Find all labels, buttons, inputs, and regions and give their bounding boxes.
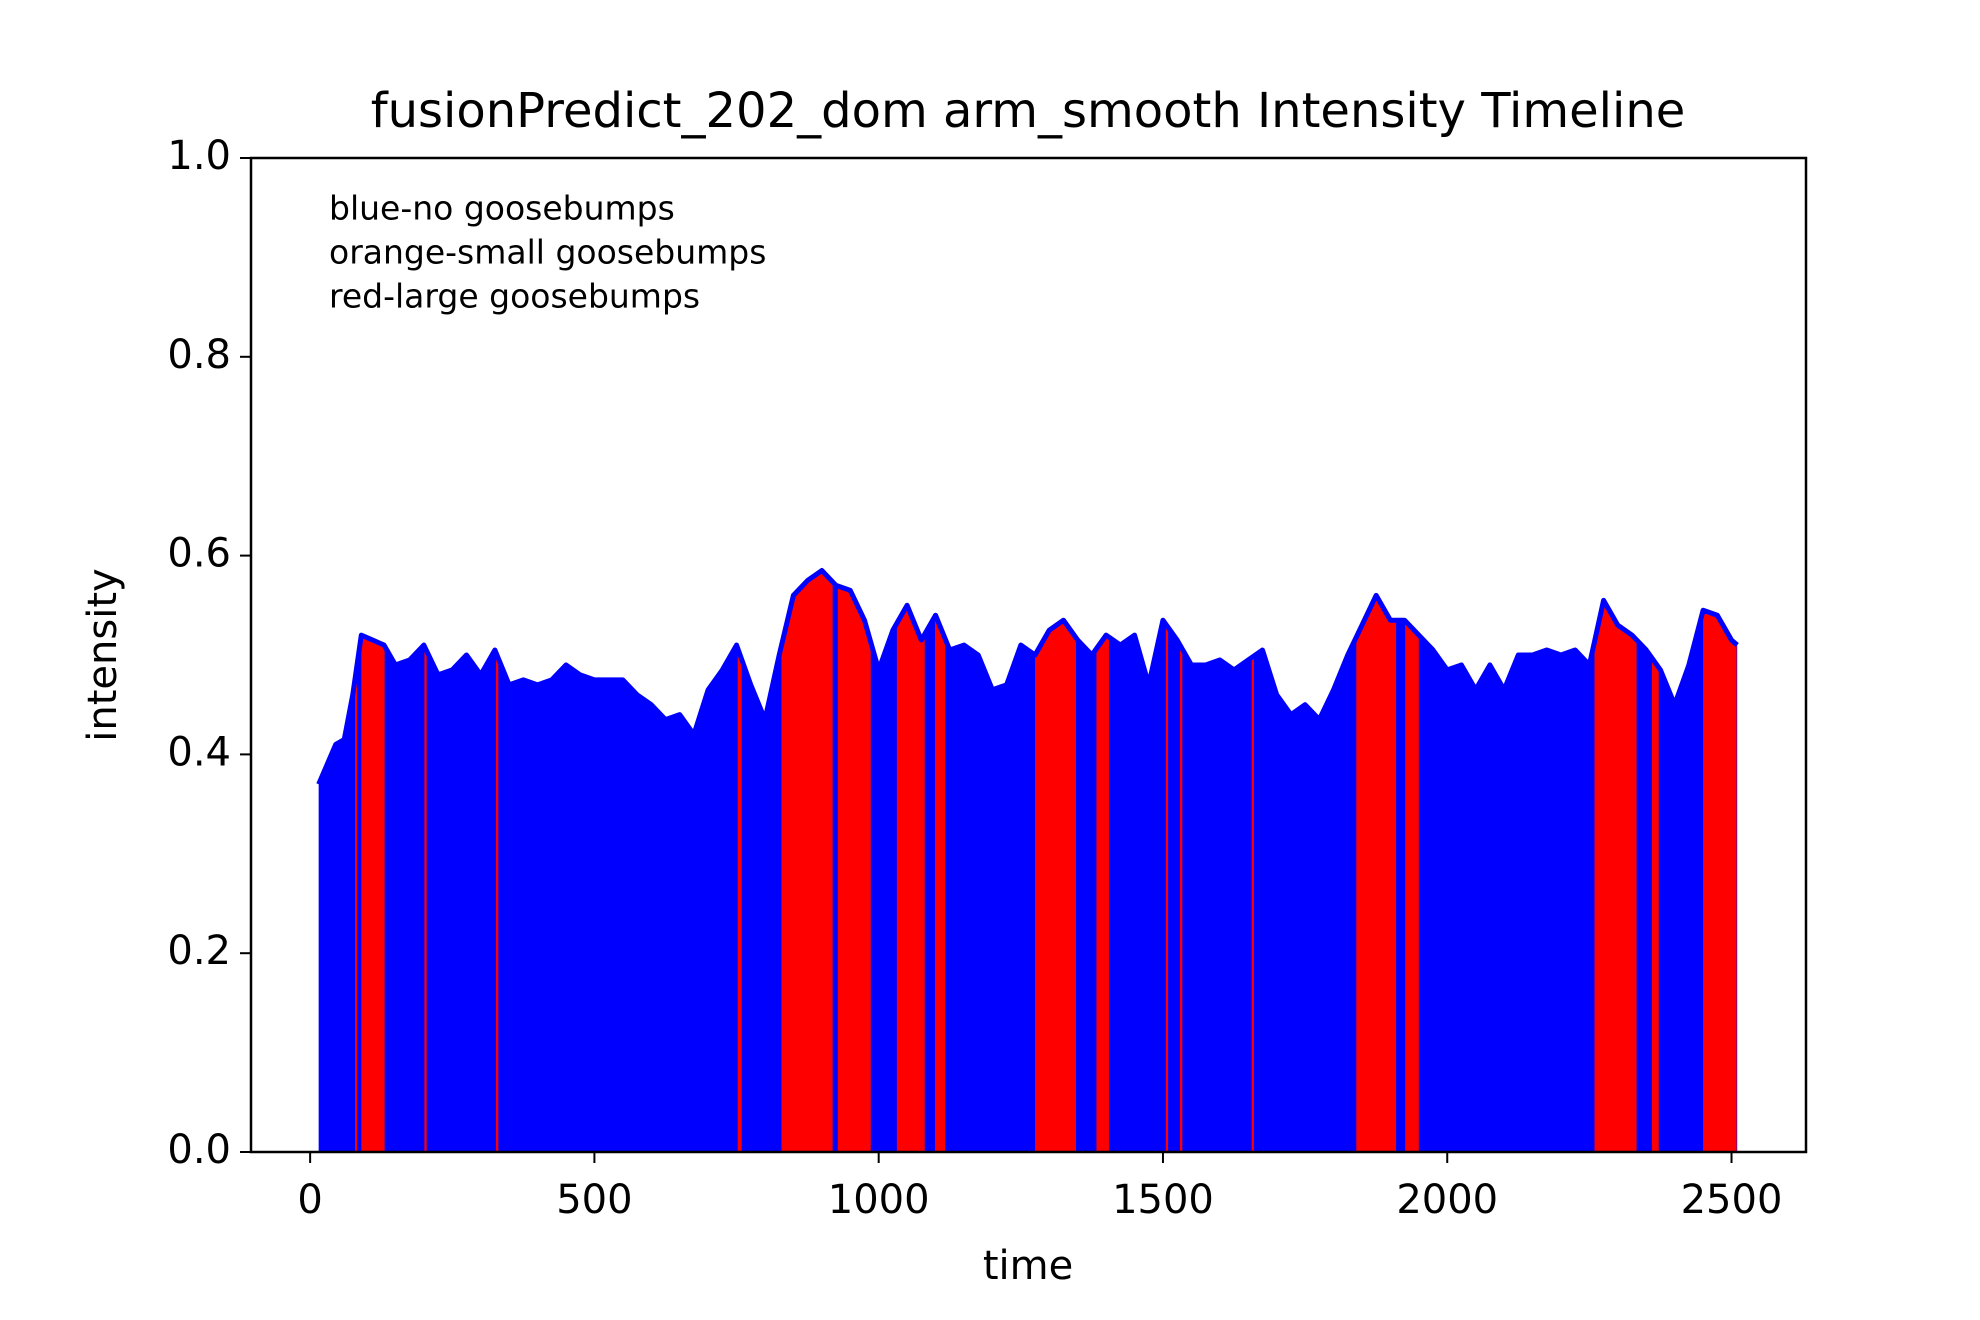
highlight-span [837,570,871,1152]
highlight-span [1180,570,1183,1152]
area-fill [318,570,1738,1152]
y-tick-label: 0.8 [167,332,231,378]
highlight-span [496,570,499,1152]
y-tick-label: 0.0 [167,1127,231,1173]
highlight-span [424,570,427,1152]
x-tick-label: 2000 [1396,1177,1498,1223]
x-tick-label: 500 [556,1177,632,1223]
y-tick-label: 1.0 [167,133,231,179]
highlight-span [1165,570,1169,1152]
x-axis-label: time [983,1243,1073,1289]
highlight-span [1035,570,1076,1152]
y-tick-label: 0.6 [167,531,231,577]
x-tick-label: 0 [297,1177,322,1223]
x-tick-label: 1000 [828,1177,930,1223]
highlight-span [934,570,946,1152]
y-axis-label: intensity [80,568,126,741]
highlight-span [1356,570,1397,1152]
annotation: orange-small goosebumps [329,233,766,272]
x-tick-label: 2500 [1681,1177,1783,1223]
highlight-span [737,570,742,1152]
highlight-span [781,570,833,1152]
annotation: red-large goosebumps [329,277,700,316]
chart-title: fusionPredict_202_dom arm_smooth Intensi… [371,83,1686,139]
axes-frame [249,156,1808,1154]
annotation: blue-no goosebumps [329,189,675,228]
highlight-span [1594,570,1637,1152]
y-tick-label: 0.4 [167,729,231,775]
highlight-group [355,570,1737,1152]
y-tick-label: 0.2 [167,928,231,974]
highlight-span [361,570,385,1152]
highlight-span [1405,570,1419,1152]
highlight-span [1703,570,1737,1152]
highlight-span [1651,570,1659,1152]
line [316,568,1739,786]
highlight-span [896,570,925,1152]
highlight-span [1096,570,1109,1152]
highlight-span [1251,570,1254,1152]
x-tick-label: 1500 [1112,1177,1214,1223]
highlight-span [355,570,358,1152]
